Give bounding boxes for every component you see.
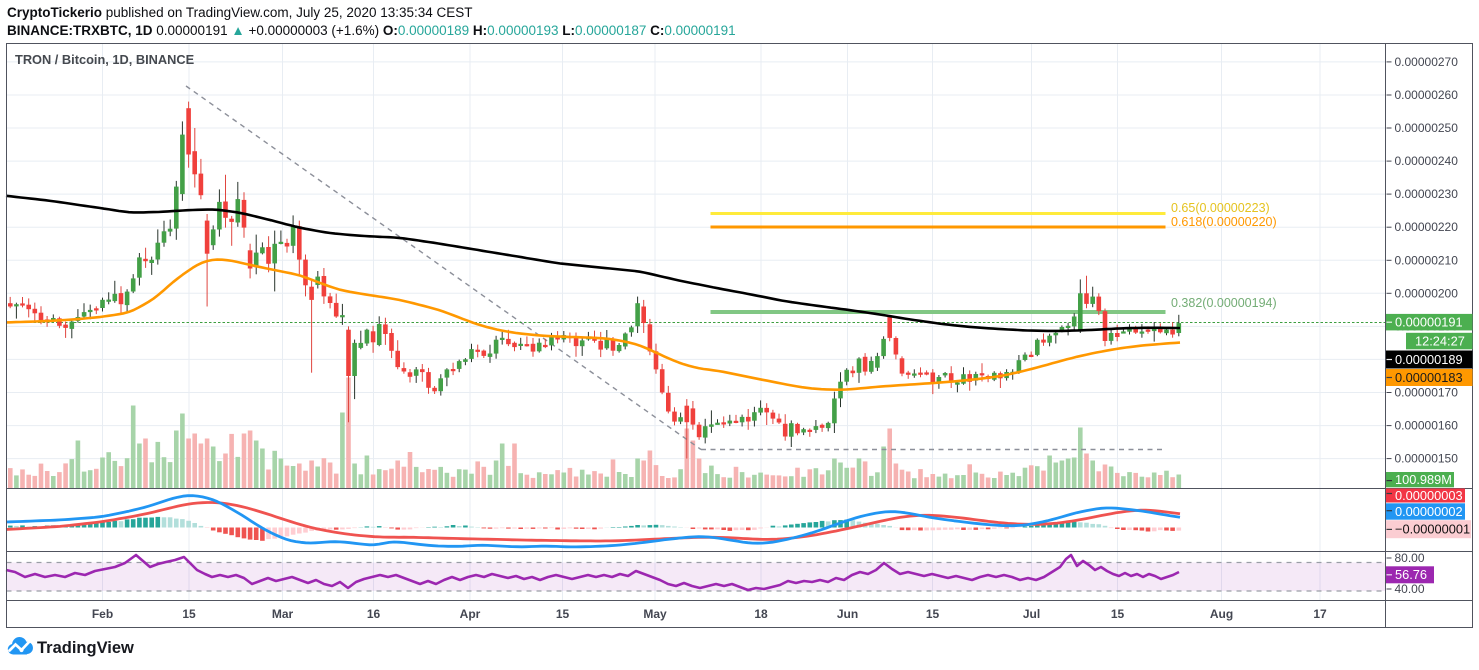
- svg-text:0.00000210: 0.00000210: [1395, 253, 1459, 267]
- svg-text:0.00000191: 0.00000191: [1395, 315, 1463, 330]
- svg-text:0.65(0.00000223): 0.65(0.00000223): [1171, 201, 1270, 215]
- svg-text:0.382(0.00000194): 0.382(0.00000194): [1171, 296, 1277, 310]
- svg-text:Apr: Apr: [460, 607, 481, 621]
- svg-text:0.00000003: 0.00000003: [1395, 488, 1463, 503]
- svg-text:100.989M: 100.989M: [1395, 472, 1452, 487]
- svg-text:56.76: 56.76: [1395, 567, 1427, 582]
- svg-text:CryptoTickerio published on Tr: CryptoTickerio published on TradingView.…: [7, 5, 473, 20]
- svg-text:15: 15: [182, 607, 196, 621]
- svg-text:0.00000200: 0.00000200: [1395, 286, 1459, 300]
- svg-text:May: May: [643, 607, 667, 621]
- svg-text:15: 15: [926, 607, 940, 621]
- svg-text:−0.00000001: −0.00000001: [1395, 522, 1470, 537]
- svg-text:0.00000189: 0.00000189: [1395, 352, 1463, 367]
- svg-text:TradingView: TradingView: [37, 639, 134, 657]
- svg-text:15: 15: [556, 607, 570, 621]
- svg-text:0.00000002: 0.00000002: [1395, 504, 1463, 519]
- svg-text:40.00: 40.00: [1395, 582, 1425, 596]
- svg-text:Mar: Mar: [272, 607, 294, 621]
- svg-text:0.00000220: 0.00000220: [1395, 220, 1459, 234]
- svg-text:Jul: Jul: [1023, 607, 1040, 621]
- svg-text:17: 17: [1313, 607, 1327, 621]
- svg-text:0.00000183: 0.00000183: [1395, 370, 1463, 385]
- svg-text:0.00000170: 0.00000170: [1395, 386, 1459, 400]
- svg-text:0.00000160: 0.00000160: [1395, 419, 1459, 433]
- svg-text:Jun: Jun: [837, 607, 858, 621]
- svg-text:0.00000260: 0.00000260: [1395, 88, 1459, 102]
- svg-text:0.00000230: 0.00000230: [1395, 187, 1459, 201]
- svg-text:16: 16: [367, 607, 381, 621]
- svg-text:15: 15: [1111, 607, 1125, 621]
- svg-text:TRON / Bitcoin, 1D, BINANCE: TRON / Bitcoin, 1D, BINANCE: [15, 52, 195, 67]
- svg-text:0.00000250: 0.00000250: [1395, 121, 1459, 135]
- svg-text:Aug: Aug: [1210, 607, 1233, 621]
- svg-text:80.00: 80.00: [1395, 551, 1425, 565]
- svg-text:18: 18: [754, 607, 768, 621]
- svg-text:BINANCE:TRXBTC, 1D 0.00000191: BINANCE:TRXBTC, 1D 0.00000191 ▲ +0.00000…: [7, 23, 736, 38]
- svg-text:0.00000150: 0.00000150: [1395, 452, 1459, 466]
- svg-text:0.618(0.00000220): 0.618(0.00000220): [1171, 215, 1277, 229]
- svg-text:12:24:27: 12:24:27: [1415, 333, 1465, 348]
- svg-text:0.00000270: 0.00000270: [1395, 55, 1459, 69]
- svg-text:Feb: Feb: [92, 607, 113, 621]
- svg-text:0.00000240: 0.00000240: [1395, 154, 1459, 168]
